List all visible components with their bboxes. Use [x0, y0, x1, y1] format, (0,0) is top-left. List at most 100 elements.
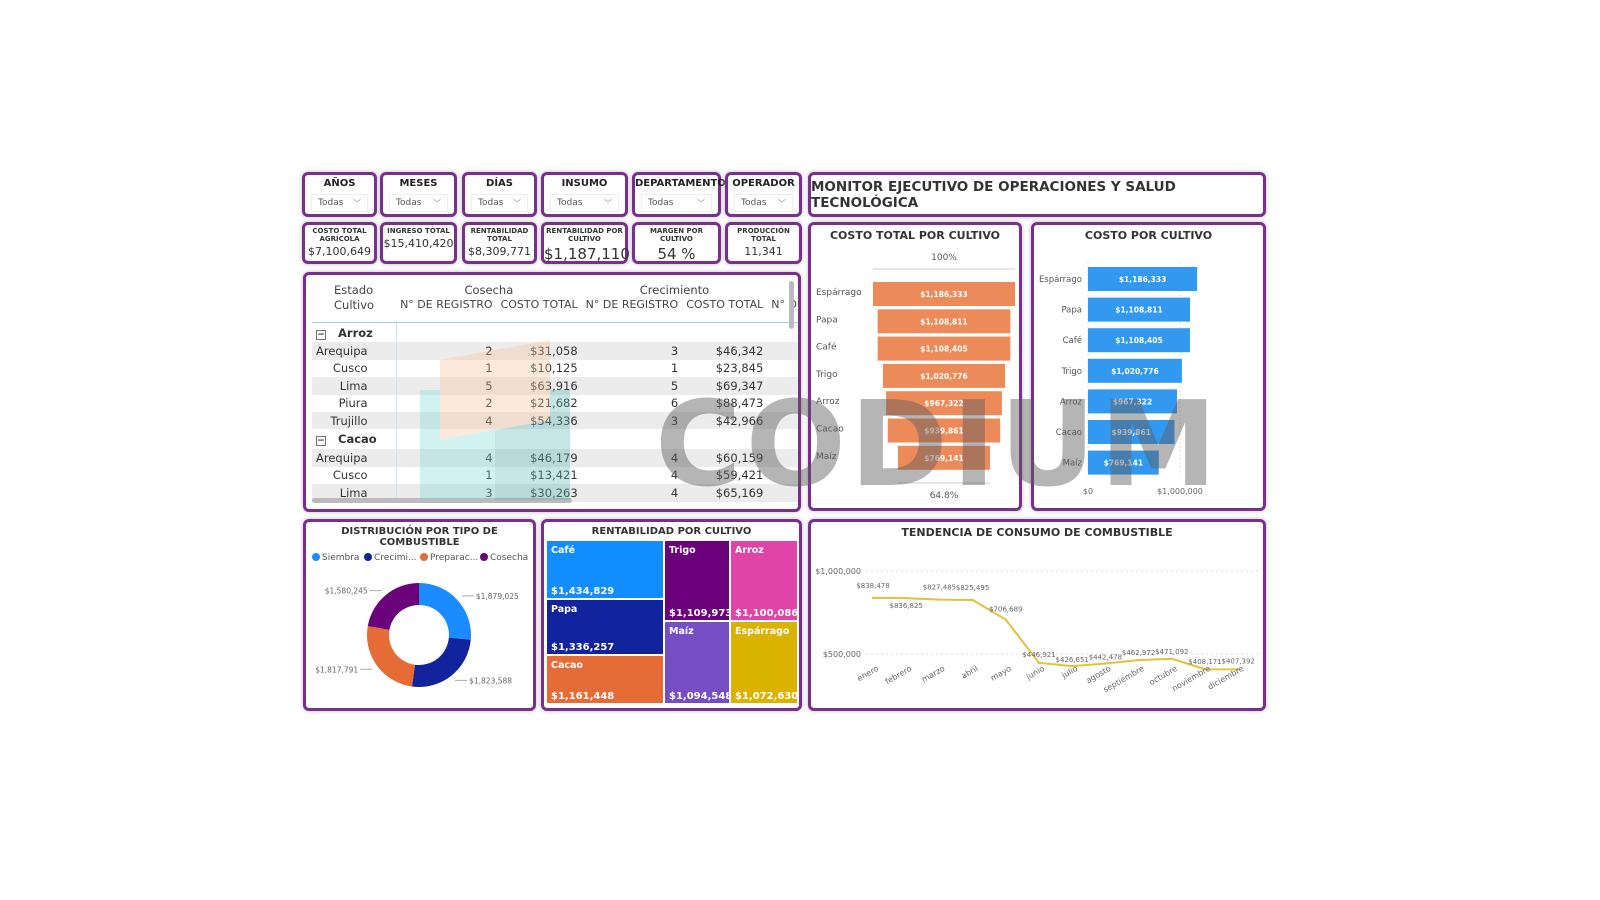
cell-value: 4	[670, 485, 679, 500]
combustible-donut-panel: DISTRIBUCIÓN POR TIPO DE COMBUSTIBLE Sie…	[303, 519, 536, 711]
treemap-tile-maiz[interactable]: Maíz $1,094,548	[665, 622, 733, 703]
funnel-bar-maiz[interactable]	[897, 445, 991, 470]
slicer-dropdown[interactable]: Todas ﹀	[641, 194, 712, 212]
line-point[interactable]	[1170, 657, 1173, 660]
donut-slice-cosecha[interactable]	[367, 583, 419, 630]
treemap-tile-cafe[interactable]: Café $1,434,829	[547, 541, 663, 598]
row-label: Arequipa	[312, 342, 397, 360]
chevron-down-icon: ﹀	[353, 198, 361, 208]
treemap-tile-papa[interactable]: Papa $1,336,257	[547, 600, 663, 654]
kpi-value: $1,187,110	[544, 245, 630, 263]
bar-trigo[interactable]	[1088, 358, 1182, 383]
bar-papa[interactable]	[1088, 297, 1191, 322]
treemap-tile-arroz[interactable]: Arroz $1,100,086	[731, 541, 798, 620]
treemap: Café $1,434,829 Papa $1,336,257 Cacao $1,161,…	[547, 541, 798, 703]
cell-value: $54,336	[530, 413, 578, 428]
donut-slice-crecimi[interactable]	[412, 637, 471, 687]
slicer-dropdown[interactable]: Todas ﹀	[550, 194, 619, 212]
data-label: $462,972	[1122, 649, 1155, 657]
data-label: $1,020,776	[1111, 367, 1158, 376]
line-point[interactable]	[1203, 668, 1207, 671]
category-label: Espárrago	[1039, 275, 1082, 285]
funnel-bar-cafe[interactable]	[877, 336, 1011, 361]
kpi-label: PRODUCCIÓN TOTAL	[737, 227, 790, 243]
slicer-label: OPERADOR	[732, 178, 795, 189]
cell-value: 4	[485, 451, 493, 466]
line-point[interactable]	[1071, 664, 1074, 668]
legend-item[interactable]: Cosecha	[490, 553, 528, 563]
line-series[interactable]	[872, 596, 1239, 671]
data-label: $1,823,588	[469, 676, 512, 685]
column-header[interactable]: N° DE REGISTRO	[400, 298, 493, 312]
line-point[interactable]	[1037, 661, 1041, 665]
bar-cafe[interactable]	[1088, 328, 1190, 353]
slicer-label: DEPARTAMENTO	[635, 178, 726, 189]
data-label: $446,921	[1022, 651, 1055, 659]
funnel-bar-arroz[interactable]	[886, 391, 1002, 416]
x-tick-label: marzo	[920, 664, 946, 684]
line-point[interactable]	[905, 596, 908, 600]
collapse-icon[interactable]: −	[316, 436, 326, 447]
data-label: $939,861	[1112, 428, 1151, 437]
tile-label: Arroz	[735, 545, 764, 556]
column-header[interactable]: COSTO TOTAL	[500, 298, 578, 312]
legend-item[interactable]: Preparac...	[430, 553, 478, 563]
bar-maiz[interactable]	[1088, 450, 1159, 475]
legend-item[interactable]: Crecimi...	[374, 553, 417, 563]
funnel-bar-trigo[interactable]	[882, 363, 1006, 388]
cell-value: $60,159	[715, 451, 764, 466]
horizontal-scrollbar[interactable]	[312, 498, 572, 503]
row-label: Lima	[312, 484, 397, 502]
slicer-meses: MESES Todas ﹀	[380, 172, 457, 217]
legend-item[interactable]: Siembra	[322, 553, 359, 563]
cell-value: 2	[485, 396, 493, 411]
slicer-value: Todas	[478, 198, 504, 208]
treemap-tile-trigo[interactable]: Trigo $1,109,973	[665, 541, 732, 620]
column-header[interactable]: N° DE	[771, 298, 801, 312]
tile-value: $1,094,548	[669, 691, 733, 702]
treemap-tile-cacao[interactable]: Cacao $1,161,448	[547, 656, 663, 703]
slicer-value: Todas	[741, 198, 767, 208]
bar-arroz[interactable]	[1088, 389, 1177, 414]
line-point[interactable]	[1104, 662, 1107, 665]
slicer-dropdown[interactable]: Todas ﹀	[389, 194, 448, 212]
tendencia-line-panel: TENDENCIA DE CONSUMO DE COMBUSTIBLE $1,0…	[808, 519, 1266, 711]
category-label: Papa	[816, 315, 838, 325]
kpi-label: INGRESO TOTAL	[387, 227, 450, 235]
chart-title: DISTRIBUCIÓN POR TIPO DE COMBUSTIBLE	[341, 526, 498, 548]
column-header[interactable]: COSTO TOTAL	[686, 298, 764, 312]
line-point[interactable]	[871, 596, 875, 600]
data-label: $836,825	[889, 602, 922, 610]
kpi-card-ingreso-total: INGRESO TOTAL $15,410,420	[380, 222, 457, 264]
data-label: $1,108,811	[1115, 306, 1162, 315]
line-point[interactable]	[1237, 668, 1240, 671]
slicer-dropdown[interactable]: Todas ﹀	[471, 194, 528, 212]
collapse-icon[interactable]: −	[316, 329, 326, 340]
vertical-scrollbar[interactable]	[789, 281, 794, 329]
cell-value: $65,169	[715, 485, 764, 500]
line-point[interactable]	[971, 598, 974, 602]
slicer-value: Todas	[648, 198, 674, 208]
line-point[interactable]	[1004, 618, 1007, 621]
bar-chart: $0 $1,000,000 $1,186,333 Espárrago $1,108,81…	[1039, 262, 1203, 496]
bar-cacao[interactable]	[1088, 420, 1175, 444]
funnel-top-label: 100%	[931, 253, 957, 263]
tile-value: $1,434,829	[551, 586, 615, 597]
funnel-bar-papa[interactable]	[877, 309, 1011, 334]
bar-esparrago[interactable]	[1088, 267, 1198, 291]
line-point[interactable]	[1137, 658, 1140, 662]
slicer-dropdown[interactable]: Todas ﹀	[311, 194, 368, 212]
slicer-dropdown[interactable]: Todas ﹀	[734, 194, 793, 212]
funnel-bar-esparrago[interactable]	[873, 282, 1015, 306]
chevron-down-icon: ﹀	[697, 198, 705, 208]
donut-slice-siembra[interactable]	[419, 583, 471, 640]
row-label: Piura	[312, 394, 397, 412]
donut-slice-preparac[interactable]	[367, 626, 415, 687]
data-label: $967,322	[924, 399, 963, 408]
column-header[interactable]: N° DE REGISTRO	[585, 298, 679, 312]
line-point[interactable]	[938, 598, 941, 601]
treemap-tile-esparrago[interactable]: Espárrago $1,072,630	[731, 622, 798, 703]
tile-label: Papa	[551, 604, 578, 615]
data-label: $838,478	[856, 582, 889, 590]
funnel-bar-cacao[interactable]	[887, 418, 1001, 443]
